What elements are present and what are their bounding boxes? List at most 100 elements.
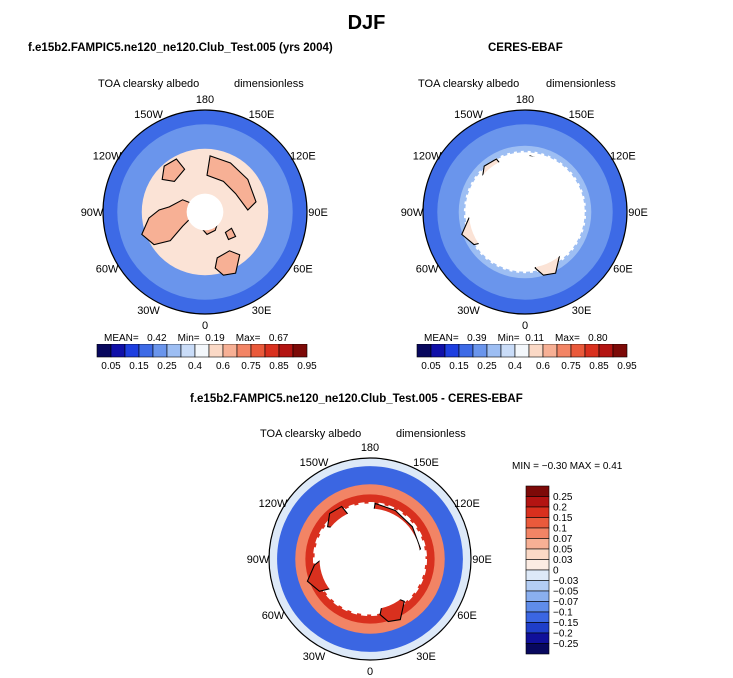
colorbar-swatch bbox=[514, 344, 530, 358]
longitude-label: 30W bbox=[303, 651, 326, 663]
longitude-label: 60W bbox=[416, 264, 439, 276]
longitude-label: 0 bbox=[202, 320, 208, 330]
longitude-label: 150W bbox=[134, 109, 163, 121]
panel-2-max-value: 0.80 bbox=[588, 333, 608, 344]
colorbar-swatch bbox=[525, 569, 550, 581]
colorbar-swatch bbox=[152, 344, 168, 358]
longitude-label: 30E bbox=[572, 305, 592, 317]
panel-3-polar-map: 180 150E 120E 90E 60E 30E 0 30W 60W 90W 120W 150W bbox=[247, 442, 492, 676]
colorbar-swatch bbox=[525, 643, 550, 655]
longitude-label: 60W bbox=[262, 610, 285, 622]
longitude-label: 150E bbox=[569, 109, 595, 121]
colorbar-swatch bbox=[250, 344, 266, 358]
panel-1-variable-label: TOA clearsky albedo bbox=[98, 78, 200, 90]
colorbar-tick-label: 0.15 bbox=[449, 361, 469, 372]
coastline bbox=[206, 155, 257, 211]
colorbar-swatch bbox=[525, 590, 550, 602]
missing-data-pole bbox=[468, 155, 582, 269]
colorbar-tick-label: 0.75 bbox=[561, 361, 581, 372]
colorbar-tick-label: 0.95 bbox=[617, 361, 637, 372]
longitude-label: 90E bbox=[628, 207, 648, 219]
longitude-label: 60E bbox=[293, 264, 313, 276]
colorbar-tick-label: −0.05 bbox=[553, 587, 579, 598]
longitude-label: 90E bbox=[472, 554, 492, 566]
longitude-label: 150W bbox=[454, 109, 483, 121]
colorbar-swatch bbox=[444, 344, 460, 358]
panel-1-colorbar: 0.05 0.15 0.25 0.4 0.6 0.75 0.85 0.95 bbox=[96, 344, 317, 372]
colorbar-tick-label: 0.4 bbox=[508, 361, 522, 372]
colorbar-swatch bbox=[138, 344, 154, 358]
figure-title: DJF bbox=[347, 12, 386, 34]
colorbar-tick-label: 0.75 bbox=[241, 361, 261, 372]
colorbar-swatch bbox=[208, 344, 224, 358]
map-border bbox=[422, 109, 628, 315]
colorbar-swatch bbox=[598, 344, 614, 358]
coastline bbox=[161, 158, 186, 182]
panel-2-colorbar: 0.05 0.15 0.25 0.4 0.6 0.75 0.85 0.95 bbox=[416, 344, 637, 372]
longitude-label: 90W bbox=[81, 207, 104, 219]
panel-1-title: f.e15b2.FAMPIC5.ne120_ne120.Club_Test.00… bbox=[28, 42, 333, 54]
panel-1-stats: MEAN= 0.42 Min= 0.19 Max= 0.67 bbox=[104, 333, 288, 344]
longitude-label: 90W bbox=[401, 207, 424, 219]
colorbar-swatch bbox=[525, 580, 550, 592]
longitude-label: 120E bbox=[454, 498, 480, 510]
panel-3-variable-label: TOA clearsky albedo bbox=[260, 428, 362, 440]
colorbar-swatch bbox=[194, 344, 210, 358]
colorbar-tick-label: 0.25 bbox=[477, 361, 497, 372]
panel-3-colorbar: 0.250.20.150.10.070.050.030−0.03−0.05−0.… bbox=[525, 485, 579, 655]
panel-2-variable-label: TOA clearsky albedo bbox=[418, 78, 520, 90]
longitude-label: 120E bbox=[290, 151, 316, 163]
colorbar-tick-label: 0.1 bbox=[553, 524, 567, 535]
longitude-label: 180 bbox=[516, 94, 534, 106]
panel-3-units-label: dimensionless bbox=[396, 428, 466, 440]
colorbar-tick-label: 0.2 bbox=[553, 503, 567, 514]
panel-2-polar-map: 180 150E 120E 90E 60E 30E 0 30W 60W 90W 120W 150W bbox=[401, 94, 648, 330]
longitude-label: 150E bbox=[413, 457, 439, 469]
colorbar-tick-label: 0.15 bbox=[553, 513, 573, 524]
colorbar-tick-label: 0.6 bbox=[536, 361, 550, 372]
longitude-label: 30E bbox=[416, 651, 436, 663]
panel-2-max-label: Max= bbox=[555, 333, 580, 344]
coastline bbox=[224, 227, 237, 241]
panel-1-units-label: dimensionless bbox=[234, 78, 304, 90]
colorbar-swatch bbox=[612, 344, 628, 358]
panel-3-title: f.e15b2.FAMPIC5.ne120_ne120.Club_Test.00… bbox=[190, 393, 523, 405]
colorbar-swatch bbox=[124, 344, 140, 358]
panel-2-mean-label: MEAN= bbox=[424, 333, 459, 344]
colorbar-swatch bbox=[525, 496, 550, 508]
colorbar-tick-label: 0.07 bbox=[553, 534, 573, 545]
colorbar-swatch bbox=[458, 344, 474, 358]
colorbar-tick-label: −0.25 bbox=[553, 639, 579, 650]
longitude-label: 0 bbox=[522, 320, 528, 330]
longitude-label: 150E bbox=[249, 109, 275, 121]
colorbar-swatch bbox=[525, 517, 550, 529]
colorbar-swatch bbox=[110, 344, 126, 358]
colorbar-swatch bbox=[430, 344, 446, 358]
colorbar-swatch bbox=[180, 344, 196, 358]
missing-data-pole bbox=[319, 508, 421, 610]
longitude-label: 120W bbox=[413, 151, 442, 163]
longitude-label: 30E bbox=[252, 305, 272, 317]
colorbar-swatch bbox=[525, 548, 550, 560]
colorbar-swatch bbox=[525, 611, 550, 623]
panel-1-mean-label: MEAN= bbox=[104, 333, 139, 344]
colorbar-tick-label: −0.15 bbox=[553, 618, 579, 629]
map-border bbox=[102, 109, 308, 315]
panel-1-max-label: Max= bbox=[235, 333, 261, 344]
colorbar-tick-label: −0.2 bbox=[553, 629, 573, 640]
colorbar-swatch bbox=[570, 344, 586, 358]
longitude-label: 90W bbox=[247, 554, 270, 566]
coastline bbox=[214, 250, 241, 276]
colorbar-swatch bbox=[525, 506, 550, 518]
colorbar-swatch bbox=[416, 344, 432, 358]
colorbar-swatch bbox=[584, 344, 600, 358]
colorbar-swatch bbox=[525, 622, 550, 634]
colorbar-swatch bbox=[236, 344, 252, 358]
colorbar-tick-label: 0 bbox=[553, 566, 559, 577]
panel-1-min-label: Min= bbox=[177, 333, 200, 344]
colorbar-tick-label: −0.07 bbox=[553, 597, 579, 608]
panel-2-units-label: dimensionless bbox=[546, 78, 616, 90]
colorbar-tick-label: 0.25 bbox=[553, 492, 573, 503]
longitude-label: 0 bbox=[367, 666, 373, 676]
colorbar-tick-label: 0.85 bbox=[589, 361, 609, 372]
